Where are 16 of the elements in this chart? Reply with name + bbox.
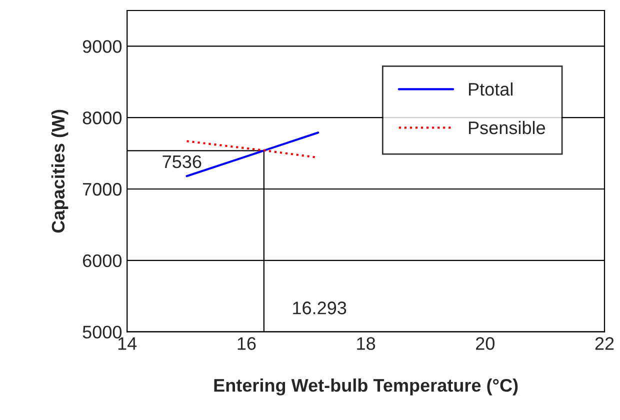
y-tick-label: 5000 <box>82 326 122 339</box>
legend-label: Psensible <box>469 120 546 134</box>
y-axis-title: Capacities (W) <box>51 110 68 233</box>
x-tick-label: 22 <box>595 337 614 350</box>
y-tick-label: 9000 <box>82 40 122 53</box>
ref-line-label: 7536 <box>162 155 202 168</box>
y-tick-label: 8000 <box>82 112 122 124</box>
x-tick-label: 18 <box>357 337 376 350</box>
x-tick-label: 16 <box>238 337 256 350</box>
x-tick-label: 14 <box>118 337 137 350</box>
x-axis-title: Entering Wet-bulb Temperature (°C) <box>214 378 518 396</box>
legend-label: Ptotal <box>469 82 512 96</box>
y-tick-label: 6000 <box>82 254 122 268</box>
ref-line-label: 16.293 <box>293 302 346 314</box>
x-tick-label: 20 <box>476 337 494 350</box>
y-tick-label: 7000 <box>83 182 122 196</box>
